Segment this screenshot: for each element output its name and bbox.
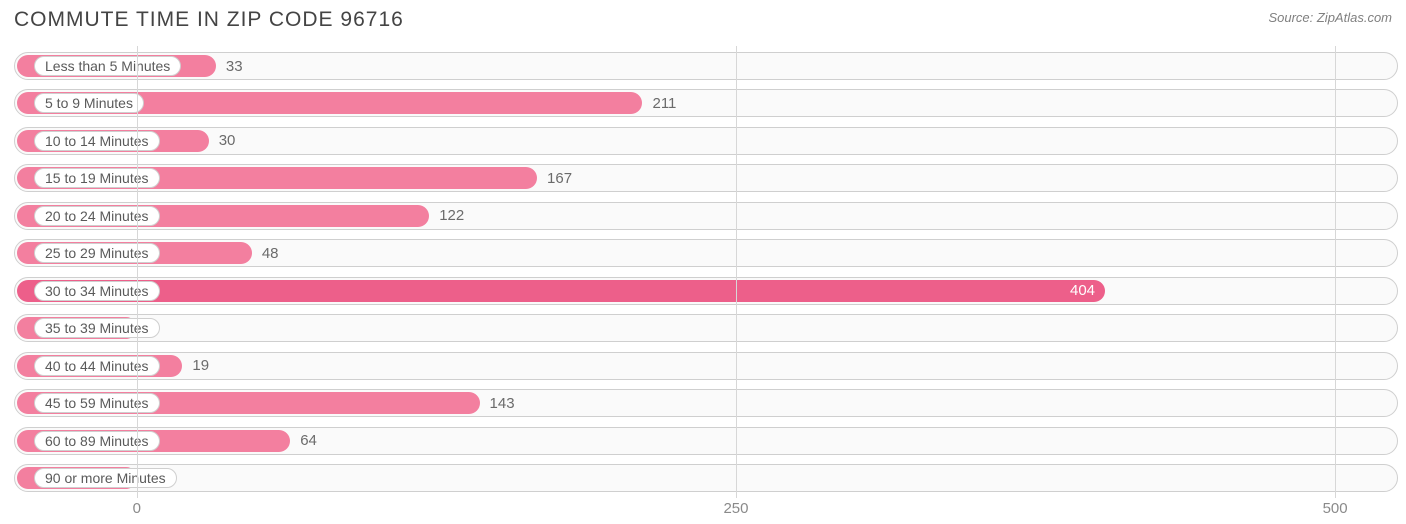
gridline — [1335, 46, 1336, 498]
bar-fill: 404 — [17, 280, 1105, 302]
bar-row: 122 20 to 24 Minutes — [14, 202, 1398, 230]
chart-title: COMMUTE TIME IN ZIP CODE 96716 — [14, 8, 404, 32]
x-tick-label: 250 — [723, 500, 748, 517]
bar-track — [14, 314, 1398, 342]
bar-value: 19 — [192, 352, 209, 380]
bar-label: 60 to 89 Minutes — [34, 431, 160, 451]
bar-label: 35 to 39 Minutes — [34, 318, 160, 338]
bar-row: 64 60 to 89 Minutes — [14, 427, 1398, 455]
bar-value: 143 — [490, 389, 515, 417]
bar-row: 143 45 to 59 Minutes — [14, 389, 1398, 417]
bar-label: 45 to 59 Minutes — [34, 393, 160, 413]
chart-plot-area: 33 Less than 5 Minutes 211 5 to 9 Minutes 30… — [14, 46, 1398, 498]
chart-header: COMMUTE TIME IN ZIP CODE 96716 Source: Z… — [0, 0, 1406, 32]
bar-row: 30 10 to 14 Minutes — [14, 127, 1398, 155]
bar-label: Less than 5 Minutes — [34, 56, 181, 76]
bar-row: 33 Less than 5 Minutes — [14, 52, 1398, 80]
bar-value: 404 — [1070, 282, 1095, 299]
x-axis: 0 250 500 — [14, 500, 1398, 520]
bar-label: 5 to 9 Minutes — [34, 93, 144, 113]
bar-label: 10 to 14 Minutes — [34, 131, 160, 151]
bar-track — [14, 464, 1398, 492]
bar-row: 48 25 to 29 Minutes — [14, 239, 1398, 267]
bar-label: 20 to 24 Minutes — [34, 206, 160, 226]
bar-value: 33 — [226, 52, 243, 80]
bar-value: 122 — [439, 202, 464, 230]
bar-row: 035 to 39 Minutes — [14, 314, 1398, 342]
bar-label: 40 to 44 Minutes — [34, 356, 160, 376]
bar-label: 90 or more Minutes — [34, 468, 177, 488]
bar-row: 090 or more Minutes — [14, 464, 1398, 492]
bar-value: 48 — [262, 239, 279, 267]
chart-source: Source: ZipAtlas.com — [1268, 8, 1392, 25]
bar-label: 15 to 19 Minutes — [34, 168, 160, 188]
bar-container: 33 Less than 5 Minutes 211 5 to 9 Minutes 30… — [14, 46, 1398, 498]
bar-label: 25 to 29 Minutes — [34, 243, 160, 263]
bar-value: 30 — [219, 127, 236, 155]
bar-row: 19 40 to 44 Minutes — [14, 352, 1398, 380]
bar-row: 167 15 to 19 Minutes — [14, 164, 1398, 192]
bar-label: 30 to 34 Minutes — [34, 281, 160, 301]
bar-value: 167 — [547, 164, 572, 192]
bar-row: 211 5 to 9 Minutes — [14, 89, 1398, 117]
gridline — [137, 46, 138, 498]
bar-value: 211 — [652, 89, 676, 117]
bar-row: 404 30 to 34 Minutes — [14, 277, 1398, 305]
bar-track — [14, 52, 1398, 80]
gridline — [736, 46, 737, 498]
x-tick-label: 500 — [1323, 500, 1348, 517]
bar-track — [14, 352, 1398, 380]
bar-value: 64 — [300, 427, 317, 455]
x-tick-label: 0 — [133, 500, 141, 517]
